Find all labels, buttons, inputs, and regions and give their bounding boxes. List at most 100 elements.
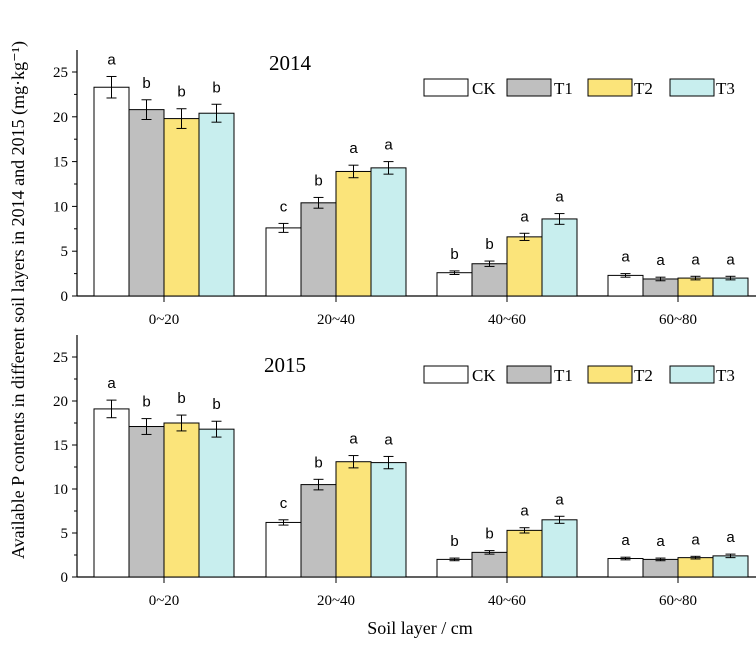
x-tick-label: 60~80 xyxy=(659,593,697,609)
significance-letter: b xyxy=(450,246,458,263)
bar-T3 xyxy=(712,555,749,578)
y-tick-label: 5 xyxy=(61,526,69,542)
y-tick-label: 20 xyxy=(53,394,68,410)
bar-T3 xyxy=(370,462,407,578)
y-tick-label: 10 xyxy=(53,199,68,215)
legend-swatch-T3 xyxy=(669,365,715,384)
significance-letter: b xyxy=(450,533,458,550)
legend: CK T1 T2 T3 xyxy=(423,365,735,385)
significance-letter: a xyxy=(691,251,700,268)
significance-letter: a xyxy=(621,249,630,266)
bar-CK xyxy=(265,227,302,297)
bar-T3 xyxy=(198,428,235,578)
significance-letter: b xyxy=(485,526,493,543)
significance-letter: a xyxy=(726,251,735,268)
significance-letter: a xyxy=(555,491,564,508)
bar-CK xyxy=(265,521,302,578)
bar-CK xyxy=(607,274,644,297)
y-tick-label: 15 xyxy=(53,155,68,171)
y-tick-label: 20 xyxy=(53,110,68,126)
panel-2015: 0 5 10 15 20 25 0~20 20~40 40~60 60~80 2015 a c b a b b b… xyxy=(53,335,756,609)
significance-letter: b xyxy=(142,75,150,92)
legend-swatch-T2 xyxy=(587,365,633,384)
bar-CK xyxy=(93,86,130,297)
bar-T1 xyxy=(300,484,337,578)
bar-T1 xyxy=(300,202,337,297)
y-tick-label: 5 xyxy=(61,244,69,260)
bar-CK xyxy=(607,558,644,578)
legend-label-T1: T1 xyxy=(554,79,573,98)
significance-letter: b xyxy=(485,236,493,253)
significance-letter: b xyxy=(177,84,185,101)
significance-letter: c xyxy=(280,198,288,215)
bar-CK xyxy=(436,272,473,297)
bar-T2 xyxy=(335,170,372,297)
bar-T2 xyxy=(677,557,714,578)
legend-label-T1: T1 xyxy=(554,366,573,385)
legend-label-T2: T2 xyxy=(634,79,653,98)
legend-swatch-T1 xyxy=(506,78,552,97)
significance-letter: a xyxy=(621,532,630,549)
x-tick-label: 20~40 xyxy=(317,312,355,328)
significance-letter: a xyxy=(656,533,665,550)
y-tick-label: 0 xyxy=(61,570,69,586)
significance-letter: b xyxy=(212,79,220,96)
bar-T2 xyxy=(335,461,372,578)
significance-letter: b xyxy=(177,390,185,407)
legend-swatch-CK xyxy=(423,78,469,97)
bar-T1 xyxy=(471,263,508,297)
bar-CK xyxy=(436,558,473,578)
y-axis-title: Available P contents in different soil l… xyxy=(8,41,29,559)
x-tick-label: 40~60 xyxy=(488,593,526,609)
bar-T3 xyxy=(541,218,578,297)
y-tick-label: 10 xyxy=(53,482,68,498)
significance-letter: a xyxy=(520,503,529,520)
bar-T1 xyxy=(128,109,165,297)
significance-letter: a xyxy=(107,375,116,392)
panel-year-label: 2015 xyxy=(264,353,306,377)
significance-letter: b xyxy=(142,394,150,411)
legend-swatch-T2 xyxy=(587,78,633,97)
significance-letter: a xyxy=(384,137,393,154)
bar-T3 xyxy=(541,519,578,578)
significance-letter: a xyxy=(555,189,564,206)
bar-T2 xyxy=(677,277,714,297)
x-axis-title: Soil layer / cm xyxy=(367,618,472,638)
legend-swatch-CK xyxy=(423,365,469,384)
bar-T3 xyxy=(370,167,407,297)
legend-label-T3: T3 xyxy=(716,79,735,98)
significance-letter: a xyxy=(349,140,358,157)
bar-T2 xyxy=(506,529,543,578)
y-tick-label: 0 xyxy=(61,289,69,305)
significance-letter: b xyxy=(314,172,322,189)
bar-T1 xyxy=(471,551,508,578)
bar-T1 xyxy=(128,426,165,578)
bar-T2 xyxy=(163,422,200,578)
legend-label-CK: CK xyxy=(472,366,496,385)
significance-letter: a xyxy=(107,51,116,68)
y-tick-label: 25 xyxy=(53,65,68,81)
legend-label-T3: T3 xyxy=(716,366,735,385)
bar-T3 xyxy=(712,277,749,297)
bar-CK xyxy=(93,408,130,578)
significance-letter: b xyxy=(212,396,220,413)
panel-year-label: 2014 xyxy=(269,51,312,75)
significance-letter: c xyxy=(280,495,288,512)
significance-letter: a xyxy=(726,529,735,546)
y-tick-label: 25 xyxy=(53,350,68,366)
legend-label-T2: T2 xyxy=(634,366,653,385)
legend-label-CK: CK xyxy=(472,79,496,98)
significance-letter: b xyxy=(314,454,322,471)
x-tick-label: 0~20 xyxy=(149,593,180,609)
bar-T1 xyxy=(642,558,679,578)
y-tick-label: 15 xyxy=(53,438,68,454)
bar-T2 xyxy=(506,236,543,297)
legend: CK T1 T2 T3 xyxy=(423,78,735,98)
bar-T3 xyxy=(198,112,235,297)
x-tick-label: 20~40 xyxy=(317,593,355,609)
bar-T2 xyxy=(163,118,200,297)
legend-swatch-T1 xyxy=(506,365,552,384)
x-tick-label: 0~20 xyxy=(149,312,180,328)
